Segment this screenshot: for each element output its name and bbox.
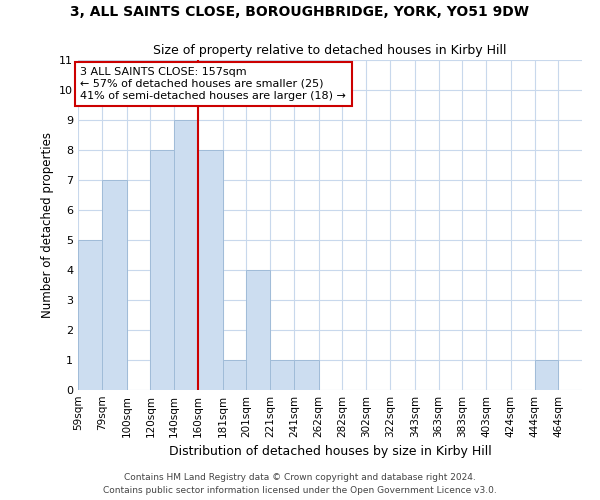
- Bar: [151, 150, 174, 390]
- Text: Contains HM Land Registry data © Crown copyright and database right 2024.
Contai: Contains HM Land Registry data © Crown c…: [103, 474, 497, 495]
- Bar: [247, 270, 270, 390]
- Bar: [223, 360, 247, 390]
- Bar: [78, 240, 102, 390]
- Text: 3, ALL SAINTS CLOSE, BOROUGHBRIDGE, YORK, YO51 9DW: 3, ALL SAINTS CLOSE, BOROUGHBRIDGE, YORK…: [71, 5, 530, 19]
- Bar: [535, 360, 558, 390]
- Bar: [102, 180, 127, 390]
- Title: Size of property relative to detached houses in Kirby Hill: Size of property relative to detached ho…: [153, 44, 507, 58]
- Bar: [198, 150, 223, 390]
- Bar: [294, 360, 319, 390]
- Text: 3 ALL SAINTS CLOSE: 157sqm
← 57% of detached houses are smaller (25)
41% of semi: 3 ALL SAINTS CLOSE: 157sqm ← 57% of deta…: [80, 68, 346, 100]
- Bar: [174, 120, 198, 390]
- X-axis label: Distribution of detached houses by size in Kirby Hill: Distribution of detached houses by size …: [169, 446, 491, 458]
- Y-axis label: Number of detached properties: Number of detached properties: [41, 132, 53, 318]
- Bar: [270, 360, 294, 390]
